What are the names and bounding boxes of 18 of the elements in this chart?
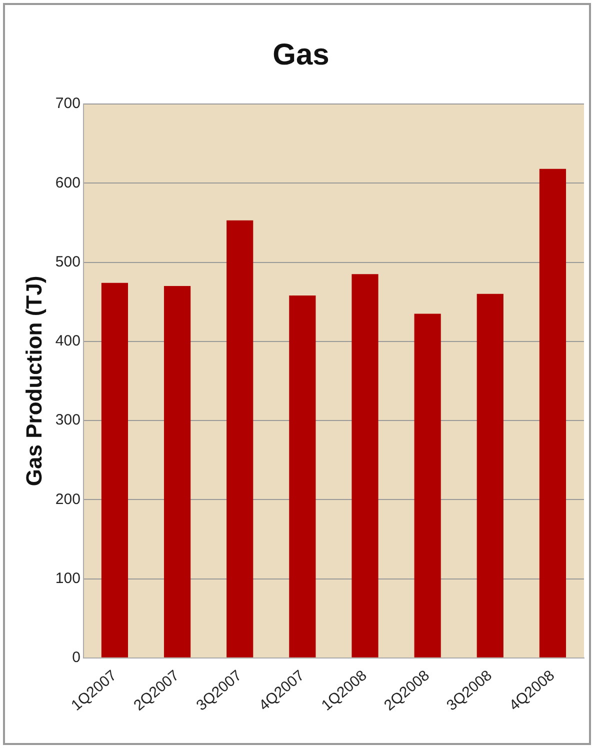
y-tick-label: 600 [55, 174, 80, 192]
bar [539, 168, 566, 658]
bar [101, 282, 128, 658]
y-tick-label: 700 [55, 95, 80, 112]
bar [164, 286, 191, 658]
bar [414, 314, 441, 658]
y-tick-label: 300 [55, 412, 80, 429]
bar [289, 295, 316, 658]
y-axis-title: Gas Production (TJ) [21, 276, 46, 486]
bar [352, 274, 378, 658]
y-tick-label: 400 [55, 332, 80, 350]
y-tick-label: 200 [55, 490, 80, 508]
bar [476, 294, 504, 658]
bar [226, 220, 254, 658]
y-tick-label: 100 [55, 570, 80, 587]
y-tick-label: 500 [55, 253, 80, 270]
chart-title: Gas [272, 38, 330, 72]
y-tick-label: 0 [72, 649, 80, 666]
